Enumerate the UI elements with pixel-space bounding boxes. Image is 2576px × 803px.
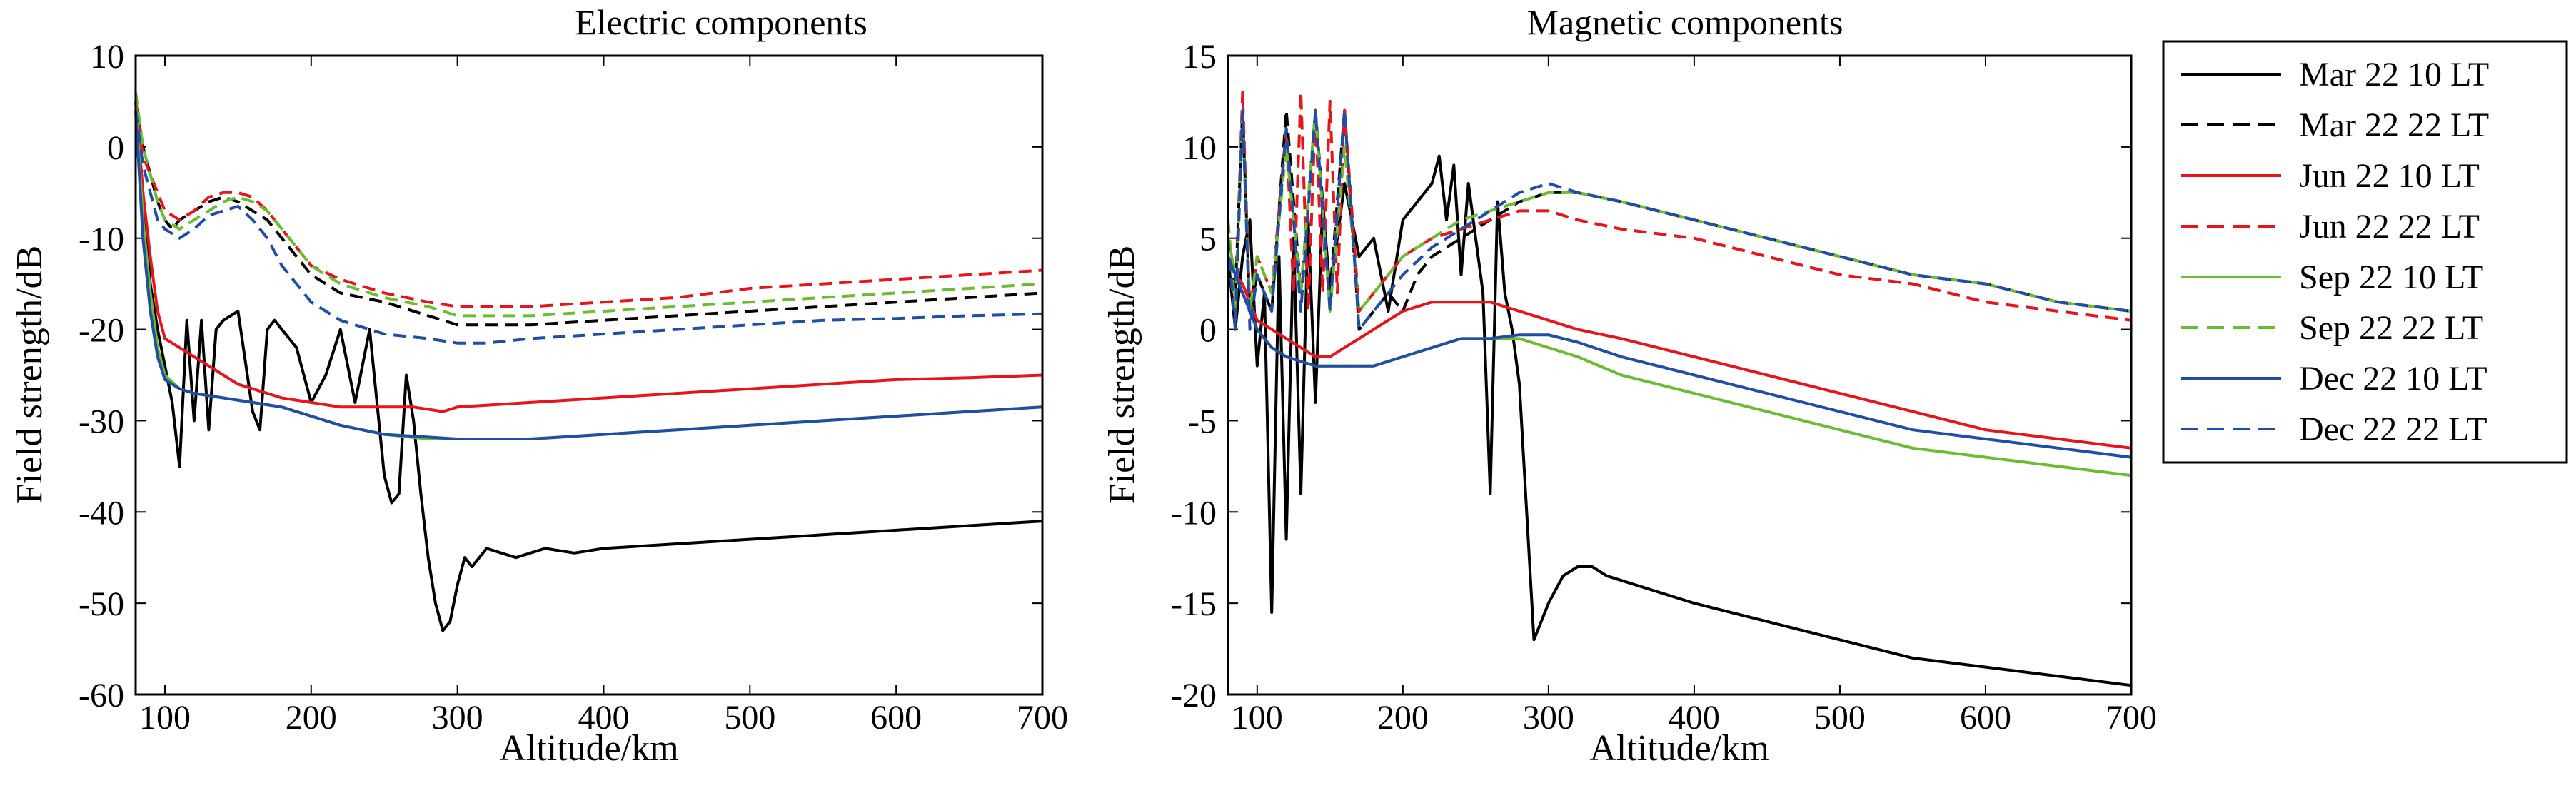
electric-chart: Electric components 100 200 300 400 500 600 70… bbox=[9, 2, 1068, 769]
legend-label: Mar 22 22 LT bbox=[2299, 106, 2489, 144]
series-line-dec-22-10-lt bbox=[134, 110, 1043, 440]
y-tick-label: 10 bbox=[1182, 129, 1217, 167]
chart-title: Magnetic components bbox=[1527, 2, 1843, 42]
plot-frame bbox=[134, 54, 1044, 696]
y-tick-label: -10 bbox=[79, 221, 124, 258]
x-axis-label: Altitude/km bbox=[1589, 728, 1769, 769]
legend-label: Dec 22 22 LT bbox=[2299, 410, 2487, 448]
series-line-dec-22-22-lt bbox=[134, 110, 1043, 345]
x-tick-label: 600 bbox=[1960, 699, 2011, 737]
legend-label: Sep 22 10 LT bbox=[2299, 258, 2483, 296]
x-axis-label: Altitude/km bbox=[499, 728, 678, 769]
tick-group: 100 200 300 400 500 600 700 -60 -50 -40 -30 -20 -10 0… bbox=[79, 38, 1068, 737]
magnetic-chart: Magnetic components 100 200 300 400 500 600 70… bbox=[1102, 2, 2157, 769]
series-line-dec-22-22-lt bbox=[1227, 108, 2132, 331]
legend: Mar 22 10 LT Mar 22 22 LT Jun 22 10 LT Jun … bbox=[2162, 40, 2568, 464]
x-tick-label: 700 bbox=[2105, 699, 2157, 737]
x-tick-label: 500 bbox=[724, 699, 775, 737]
plot-frame bbox=[1227, 54, 2133, 696]
series-line-sep-22-22-lt bbox=[134, 91, 1043, 318]
legend-label: Mar 22 10 LT bbox=[2299, 56, 2489, 94]
x-tick-label: 400 bbox=[1669, 699, 1720, 737]
y-tick-label: -20 bbox=[79, 312, 124, 350]
plot-lines bbox=[134, 91, 1043, 632]
y-tick-label: -15 bbox=[1171, 585, 1217, 623]
series-line-jun-22-10-lt bbox=[134, 101, 1043, 413]
y-axis-label: Field strength/dB bbox=[1102, 246, 1142, 505]
legend-label: Dec 22 10 LT bbox=[2299, 360, 2487, 398]
tick-group: 100 200 300 400 500 600 700 -20 -15 -10 -5 0 5 10 15 bbox=[1171, 38, 2157, 737]
x-tick-label: 700 bbox=[1017, 699, 1068, 737]
series-line-mar-22-22-lt bbox=[1227, 108, 2132, 331]
y-tick-label: -50 bbox=[79, 585, 124, 623]
legend-label: Jun 22 22 LT bbox=[2299, 208, 2480, 246]
y-axis-label: Field strength/dB bbox=[9, 246, 50, 505]
x-tick-label: 300 bbox=[432, 699, 483, 737]
y-tick-label: 5 bbox=[1199, 221, 1217, 258]
x-tick-label: 400 bbox=[578, 699, 629, 737]
y-tick-label: 0 bbox=[107, 129, 124, 167]
series-line-mar-22-22-lt bbox=[134, 101, 1043, 327]
y-tick-label: -20 bbox=[1171, 677, 1217, 714]
x-tick-label: 500 bbox=[1814, 699, 1866, 737]
y-tick-label: -5 bbox=[1188, 403, 1217, 440]
y-tick-label: 15 bbox=[1182, 38, 1217, 76]
x-tick-label: 600 bbox=[870, 699, 922, 737]
series-line-mar-22-10-lt bbox=[1227, 154, 2132, 687]
x-tick-label: 100 bbox=[1232, 699, 1283, 737]
x-tick-label: 200 bbox=[1377, 699, 1429, 737]
series-line-dec-22-10-lt bbox=[1227, 256, 2132, 459]
series-line-jun-22-10-lt bbox=[1227, 256, 2132, 450]
x-tick-label: 300 bbox=[1523, 699, 1574, 737]
plot-lines bbox=[1227, 91, 2132, 687]
y-tick-label: -10 bbox=[1171, 494, 1217, 532]
legend-box bbox=[2162, 40, 2568, 464]
x-tick-label: 100 bbox=[139, 699, 191, 737]
x-tick-label: 200 bbox=[286, 699, 337, 737]
y-tick-label: -30 bbox=[79, 403, 124, 440]
chart-title: Electric components bbox=[575, 2, 867, 42]
y-tick-label: -40 bbox=[79, 494, 124, 532]
series-line-jun-22-22-lt bbox=[1227, 91, 2132, 322]
series-line-sep-22-10-lt bbox=[134, 101, 1043, 440]
series-line-jun-22-22-lt bbox=[134, 101, 1043, 308]
y-tick-label: 10 bbox=[90, 38, 124, 76]
legend-label: Sep 22 22 LT bbox=[2299, 309, 2483, 347]
series-line-mar-22-10-lt bbox=[134, 101, 1043, 632]
legend-label: Jun 22 10 LT bbox=[2299, 157, 2480, 195]
y-tick-label: 0 bbox=[1199, 312, 1217, 350]
y-tick-label: -60 bbox=[79, 677, 124, 714]
series-line-sep-22-22-lt bbox=[1227, 108, 2132, 313]
